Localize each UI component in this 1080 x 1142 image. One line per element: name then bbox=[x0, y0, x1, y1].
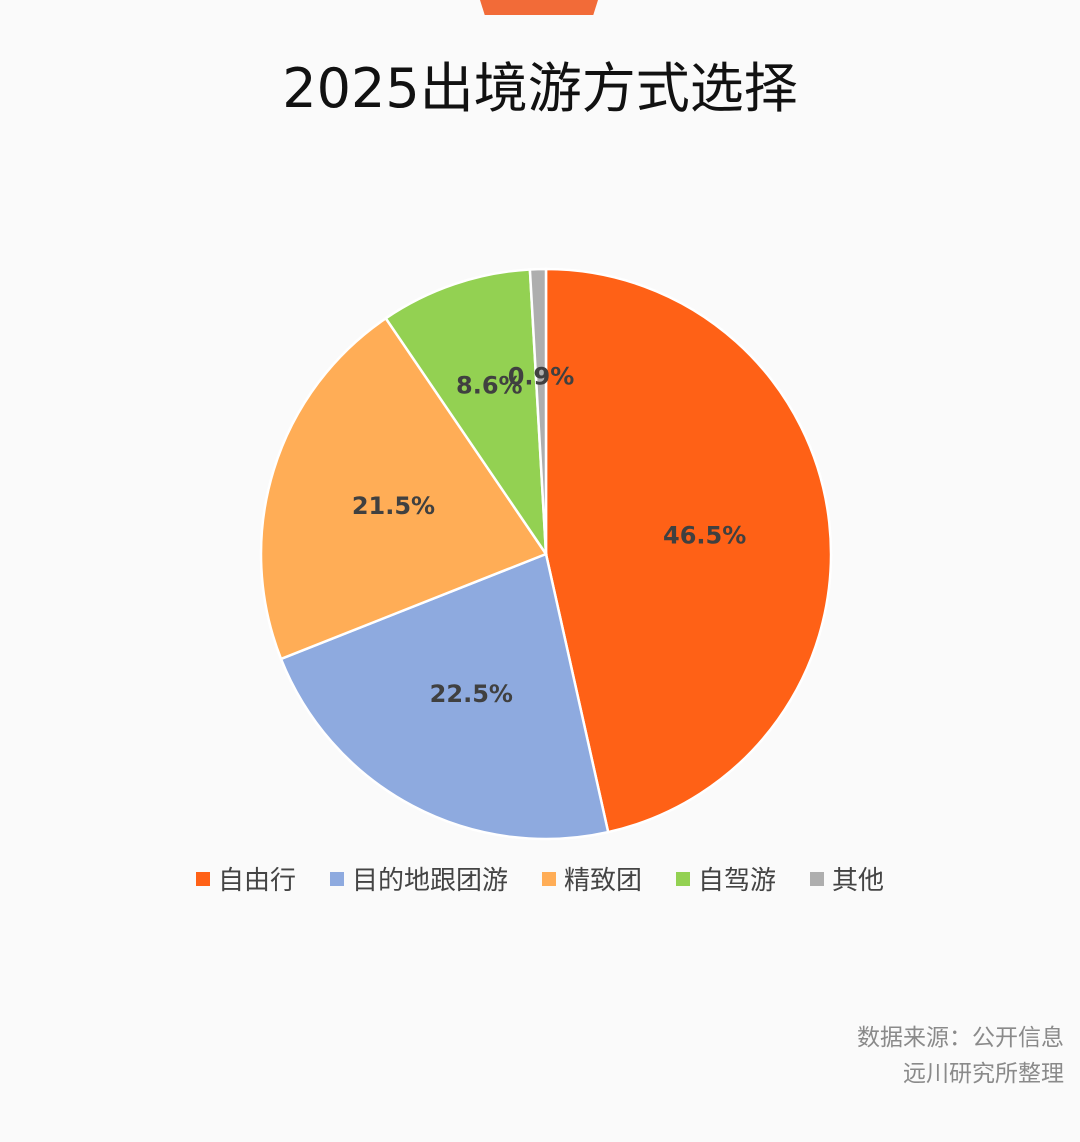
data-label-ziyouxing: 46.5% bbox=[663, 521, 746, 549]
pie-slice-mudidi-gentuan bbox=[279, 552, 610, 841]
data-label-qita: 0.9% bbox=[508, 362, 575, 390]
source-line-2: 远川研究所整理 bbox=[903, 1061, 1064, 1087]
legend-item-mudidi-gentuan: 目的地跟团游 bbox=[329, 860, 508, 897]
legend-swatch-zijiayou bbox=[676, 871, 690, 886]
legend-label-ziyouxing: 自由行 bbox=[217, 866, 296, 896]
source-line-1: 数据来源：公开信息 bbox=[857, 1025, 1064, 1051]
legend-label-qita: 其他 bbox=[832, 866, 885, 896]
data-label-mudidi-gentuan: 22.5% bbox=[430, 680, 513, 708]
top-accent-tab bbox=[480, 0, 598, 15]
legend-item-ziyouxing: 自由行 bbox=[195, 860, 296, 897]
pie-slice-qita bbox=[528, 267, 548, 555]
legend-label-jingzhituan: 精致团 bbox=[563, 866, 642, 896]
legend-label-mudidi-gentuan: 目的地跟团游 bbox=[351, 866, 508, 896]
data-label-jingzhituan: 21.5% bbox=[352, 492, 435, 520]
chart-title: 2025出境游方式选择 bbox=[282, 57, 798, 120]
legend-item-zijiayou: 自驾游 bbox=[676, 860, 776, 897]
legend-swatch-ziyouxing bbox=[195, 871, 210, 886]
legend-item-qita: 其他 bbox=[810, 860, 884, 897]
legend-swatch-qita bbox=[810, 871, 825, 886]
legend-item-jingzhituan: 精致团 bbox=[541, 860, 642, 897]
data-label-zijiayou: 8.6% bbox=[456, 372, 523, 400]
legend-swatch-mudidi-gentuan bbox=[329, 871, 344, 886]
source-note: 数据来源：公开信息 远川研究所整理 bbox=[857, 1020, 1064, 1092]
legend-label-zijiayou: 自驾游 bbox=[698, 866, 777, 896]
pie-slice-jingzhituan bbox=[259, 316, 548, 661]
legend-swatch-jingzhituan bbox=[541, 871, 556, 886]
pie-slice-zijiayou bbox=[384, 268, 548, 559]
pie-slice-ziyouxing bbox=[544, 267, 833, 834]
chart-legend: 自由行 目的地跟团游 精致团 自驾游 其他 bbox=[0, 860, 1080, 897]
